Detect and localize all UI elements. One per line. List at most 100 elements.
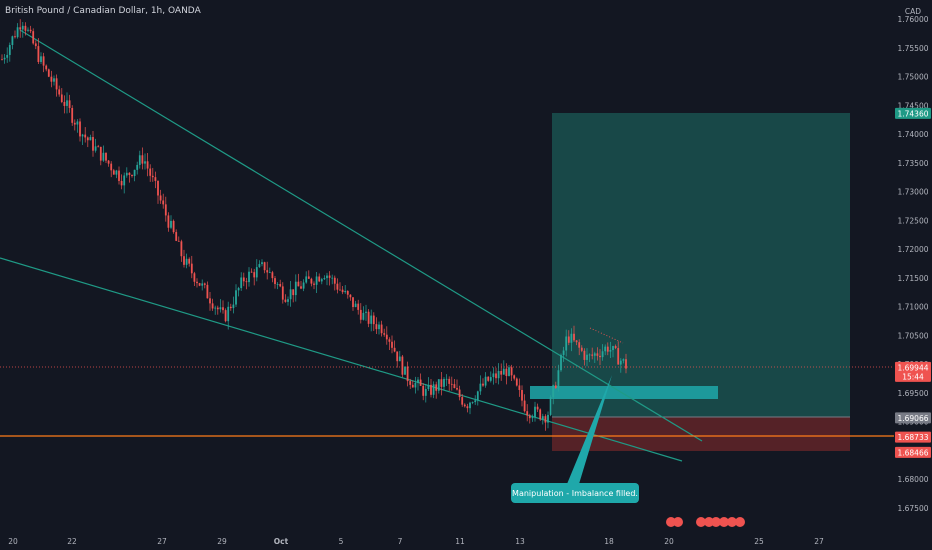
candle-body xyxy=(198,283,201,286)
candle-body xyxy=(115,170,118,175)
candle-body xyxy=(578,342,581,348)
flag-icon[interactable] xyxy=(696,517,706,527)
candle-body xyxy=(1,59,3,61)
candle-body xyxy=(453,384,456,389)
candle-body xyxy=(183,256,185,265)
candle-body xyxy=(216,307,219,310)
candle-body xyxy=(396,351,399,362)
candle-body xyxy=(336,283,339,290)
y-tick-label: 1.74500 xyxy=(897,101,928,110)
annotation-box[interactable] xyxy=(511,483,639,503)
candle-body xyxy=(53,78,55,82)
candle-body xyxy=(471,402,474,403)
candle-body xyxy=(502,368,505,375)
candle-body xyxy=(227,306,230,322)
upper-trendline[interactable] xyxy=(19,29,703,442)
candle-body xyxy=(437,379,440,391)
candle-body xyxy=(292,289,295,296)
candle-body xyxy=(430,384,432,395)
candle-body xyxy=(8,44,11,55)
candle-body xyxy=(271,272,274,279)
candle-body xyxy=(339,289,341,291)
x-tick-label: 11 xyxy=(455,537,465,546)
candle-body xyxy=(102,152,105,161)
candle-body xyxy=(89,137,92,141)
candle-body xyxy=(229,306,232,309)
candle-body xyxy=(159,195,162,201)
candle-body xyxy=(131,174,133,177)
candle-body xyxy=(625,359,627,369)
price-tag[interactable] xyxy=(895,361,931,382)
candle-body xyxy=(531,417,534,419)
lower-trendline[interactable] xyxy=(0,257,683,462)
candle-body xyxy=(385,334,388,340)
candle-body xyxy=(560,354,562,371)
flag-icon[interactable] xyxy=(735,517,745,527)
candle-body xyxy=(255,267,258,278)
candle-body xyxy=(422,385,425,396)
candle-body xyxy=(34,43,37,47)
candle-body xyxy=(193,273,196,282)
candle-body xyxy=(313,283,315,285)
candle-body xyxy=(612,346,614,351)
candle-body xyxy=(323,278,326,280)
flag-icon[interactable] xyxy=(719,517,729,527)
candle-body xyxy=(250,271,253,273)
candle-body xyxy=(484,376,487,386)
candle-body xyxy=(352,297,354,308)
candle-body xyxy=(544,416,547,423)
candle-body xyxy=(320,279,323,282)
candle-body xyxy=(185,258,188,265)
candle-body xyxy=(232,304,235,309)
price-tag[interactable] xyxy=(895,412,931,424)
price-axis[interactable] xyxy=(894,0,932,532)
x-axis-ticks: 20 22 27 29 Oct 5 7 11 13 18 20 25 27 xyxy=(8,537,824,546)
price-tag[interactable] xyxy=(895,107,931,119)
candle-body xyxy=(372,315,375,325)
price-tag-label: 1.68466 xyxy=(897,448,928,457)
candle-body xyxy=(307,276,310,279)
candle-body xyxy=(489,377,492,381)
candle-body xyxy=(258,264,261,268)
chart-legend-title: British Pound / Canadian Dollar, 1h, OAN… xyxy=(5,6,201,16)
candle-body xyxy=(99,146,102,161)
candle-body xyxy=(318,276,321,282)
candle-body xyxy=(253,272,256,278)
flag-icon[interactable] xyxy=(727,517,737,527)
candle-body xyxy=(476,391,479,401)
imbalance-box[interactable] xyxy=(530,386,718,399)
flag-icon[interactable] xyxy=(704,517,714,527)
candle-body xyxy=(112,170,115,175)
candle-body xyxy=(294,281,297,296)
time-axis[interactable] xyxy=(0,532,932,550)
candle-body xyxy=(302,282,305,289)
candle-body xyxy=(346,291,349,295)
price-tag[interactable] xyxy=(895,431,931,443)
candle-body xyxy=(541,416,544,420)
candle-body xyxy=(164,204,167,216)
currency-label: CAD xyxy=(905,7,921,16)
y-tick-label: 1.71500 xyxy=(897,274,928,283)
candle-body xyxy=(599,355,601,358)
candle-body xyxy=(55,78,58,90)
candle-body xyxy=(479,383,482,392)
loss-zone[interactable] xyxy=(552,417,850,451)
candle-body xyxy=(21,25,24,30)
price-tag[interactable] xyxy=(895,446,931,458)
candle-body xyxy=(547,414,549,423)
candle-body xyxy=(419,379,422,386)
candle-body xyxy=(14,36,16,38)
candle-body xyxy=(167,215,170,228)
x-tick-label: 7 xyxy=(398,537,403,546)
x-tick-label: 20 xyxy=(664,537,674,546)
peak-dotted-line xyxy=(589,327,624,344)
candle-body xyxy=(482,383,484,386)
flag-icon[interactable] xyxy=(711,517,721,527)
flag-icon[interactable] xyxy=(673,517,683,527)
profit-zone[interactable] xyxy=(552,113,850,417)
flag-icon[interactable] xyxy=(666,517,676,527)
candle-body xyxy=(554,385,557,388)
candle-body xyxy=(136,164,139,170)
economic-event-icons[interactable] xyxy=(666,517,745,527)
